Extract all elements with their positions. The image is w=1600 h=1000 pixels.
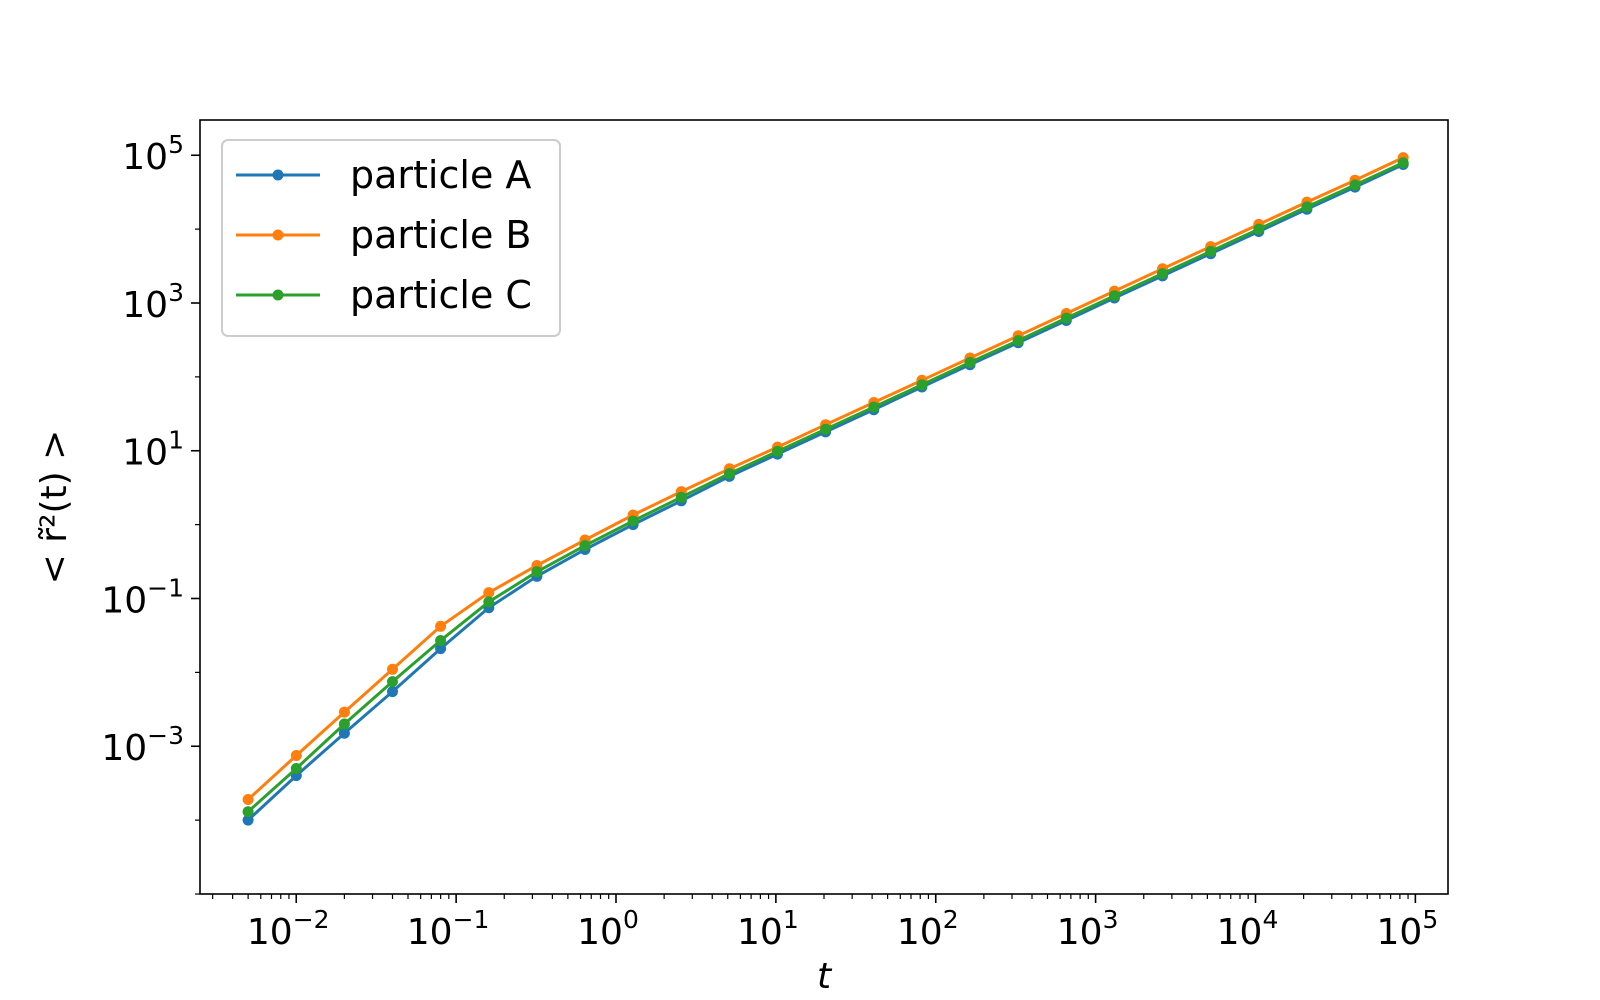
data-point	[290, 763, 302, 774]
data-point	[435, 643, 447, 655]
x-tick-label: 10−1	[407, 905, 490, 953]
data-point	[290, 750, 302, 761]
x-tick-exponent: 3	[1103, 905, 1119, 934]
data-point	[338, 706, 350, 718]
y-tick-exponent: −3	[147, 721, 184, 750]
data-point	[1060, 312, 1072, 324]
data-point	[1349, 179, 1361, 191]
x-tick-label: 100	[577, 905, 639, 953]
data-point	[435, 620, 447, 632]
data-point	[242, 814, 254, 826]
y-tick-label: 105	[122, 130, 184, 178]
data-point	[242, 806, 254, 818]
data-point	[483, 587, 495, 599]
x-tick-mantissa: 10	[737, 912, 783, 953]
x-tick-exponent: 2	[943, 905, 959, 934]
x-tick-exponent: 5	[1422, 905, 1438, 934]
x-tick-mantissa: 10	[1377, 912, 1423, 953]
legend-box	[221, 139, 561, 337]
y-tick-exponent: 5	[168, 130, 184, 159]
x-tick-label: 102	[897, 905, 959, 953]
y-tick-label: 10−3	[101, 721, 184, 769]
data-point	[483, 596, 495, 608]
x-tick-label: 103	[1057, 905, 1119, 953]
data-point	[338, 727, 350, 739]
data-point	[627, 515, 639, 527]
y-tick-exponent: 3	[168, 278, 184, 307]
data-point	[868, 401, 880, 413]
x-tick-exponent: 1	[783, 905, 799, 934]
y-tick-mantissa: 10	[122, 285, 168, 326]
data-point	[387, 686, 398, 698]
y-tick-exponent: 1	[168, 426, 184, 455]
x-tick-label: 101	[737, 905, 799, 953]
y-tick-exponent: −1	[147, 573, 184, 602]
data-point	[820, 423, 832, 435]
data-point	[772, 445, 783, 457]
y-axis-label: < r̃²(t) >	[34, 430, 75, 585]
data-point	[1157, 268, 1168, 280]
y-tick-mantissa: 10	[101, 728, 147, 769]
data-point	[531, 566, 543, 578]
y-tick-label: 101	[122, 426, 184, 474]
y-tick-mantissa: 10	[122, 137, 168, 178]
series-layer	[242, 152, 1409, 826]
data-point	[723, 468, 735, 480]
x-tick-exponent: −1	[453, 905, 490, 934]
x-tick-label: 105	[1377, 905, 1439, 953]
legend-label: particle A	[350, 153, 531, 197]
data-point	[435, 635, 447, 646]
ticks-layer: 10−2 10−1 100 101 102 103 104 10510−310−1101103…	[101, 130, 1438, 953]
data-point	[242, 794, 254, 805]
x-tick-mantissa: 10	[897, 912, 943, 953]
y-tick-mantissa: 10	[122, 433, 168, 474]
data-point	[1397, 157, 1409, 169]
x-tick-mantissa: 10	[577, 912, 623, 953]
legend-swatch-marker	[272, 169, 284, 181]
y-tick-label: 103	[122, 278, 184, 326]
x-axis-label: t	[817, 956, 833, 997]
legend-label: particle C	[350, 273, 532, 317]
x-tick-mantissa: 10	[1217, 912, 1263, 953]
legend-swatch-marker	[272, 229, 284, 241]
data-point	[1253, 223, 1265, 235]
x-tick-mantissa: 10	[407, 912, 453, 953]
x-tick-label: 10−2	[247, 905, 330, 953]
data-point	[1205, 245, 1217, 257]
y-tick-label: 10−1	[101, 573, 184, 621]
data-point	[675, 491, 687, 503]
data-point	[387, 663, 398, 675]
x-tick-exponent: 0	[623, 905, 639, 934]
data-point	[964, 356, 976, 368]
y-tick-mantissa: 10	[101, 580, 147, 621]
x-tick-label: 104	[1217, 905, 1279, 953]
data-point	[1301, 201, 1313, 213]
data-point	[916, 379, 928, 391]
x-tick-mantissa: 10	[247, 912, 293, 953]
legend-swatch-marker	[272, 289, 284, 301]
data-point	[387, 676, 398, 688]
x-tick-mantissa: 10	[1057, 912, 1103, 953]
legend: particle A particle B particle C	[221, 139, 561, 337]
x-tick-exponent: 4	[1262, 905, 1278, 934]
data-point	[338, 718, 350, 730]
data-point	[1108, 290, 1120, 302]
data-point	[579, 540, 591, 552]
data-point	[1012, 335, 1024, 347]
x-tick-exponent: −2	[293, 905, 330, 934]
legend-label: particle B	[350, 213, 531, 257]
